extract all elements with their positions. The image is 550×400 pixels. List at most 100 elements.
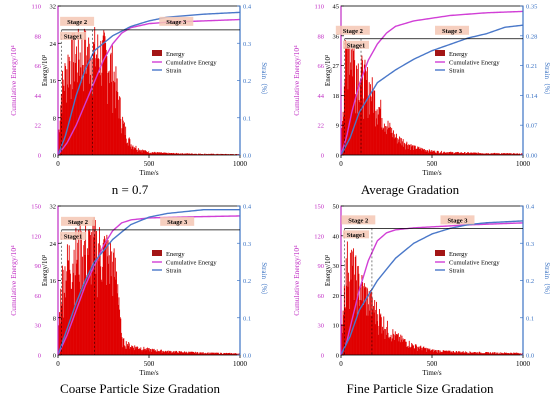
cumulative-tick-label: 66 — [35, 63, 42, 70]
stage3-box — [435, 25, 470, 35]
cumulative-energy-line — [340, 222, 524, 356]
stage1-box — [60, 231, 86, 240]
chart-panel-4: 0 500 1000Time/s0102030405003060901201500.… — [292, 204, 550, 378]
strain-tick-label: 0.0 — [243, 353, 251, 360]
energy-tick-label: 0 — [53, 153, 56, 160]
cumulative-energy-line — [340, 10, 524, 156]
x-axis-label: Time/s — [422, 369, 441, 377]
strain-tick-label: 0.0 — [243, 153, 251, 160]
energy-bars — [340, 40, 524, 155]
cumulative-axis-label: Cumulative Energy/10⁴ — [9, 45, 18, 116]
strain-tick-label: 0.07 — [526, 123, 538, 130]
cumulative-tick-label: 150 — [314, 204, 324, 211]
energy-tick-label: 0 — [336, 353, 339, 360]
legend-cumulative-label: Cumulative Energy — [449, 260, 500, 267]
energy-bars — [57, 27, 241, 155]
caption-fine-gradation: Fine Particle Size Gradation — [346, 381, 494, 396]
strain-line — [340, 220, 524, 356]
cumulative-tick-label: 90 — [318, 263, 325, 270]
legend-cumulative-label: Cumulative Energy — [166, 60, 217, 67]
stage3-label: Stage 3 — [447, 217, 468, 224]
x-tick-label: 1000 — [516, 360, 531, 368]
strain-line — [57, 11, 241, 156]
cumulative-tick-label: 110 — [31, 4, 41, 11]
strain-tick-label: 0.1 — [243, 315, 251, 322]
energy-tick-label: 9 — [336, 123, 339, 130]
energy-tick-label: 50 — [333, 204, 340, 211]
legend-energy-label: Energy — [449, 251, 468, 258]
legend-strain-label: Strain — [166, 268, 182, 275]
strain-tick-label: 0.28 — [526, 33, 537, 40]
x-tick-label: 1000 — [233, 360, 248, 368]
energy-tick-label: 0 — [336, 153, 339, 160]
cumulative-tick-label: 66 — [318, 63, 325, 70]
strain-tick-label: 0.4 — [526, 204, 535, 211]
cumulative-tick-label: 60 — [318, 293, 325, 300]
energy-axis-label: Energy/10³ — [324, 255, 332, 286]
cumulative-tick-label: 22 — [35, 123, 42, 130]
strain-tick-label: 0.3 — [243, 241, 251, 248]
cumulative-tick-label: 0 — [321, 353, 324, 360]
cumulative-tick-label: 150 — [31, 204, 41, 211]
stage1-label: Stage1 — [64, 33, 82, 40]
energy-tick-label: 24 — [50, 41, 57, 48]
caption-coarse-gradation: Coarse Particle Size Gradation — [60, 381, 220, 396]
stage3-box — [159, 16, 194, 26]
caption-n-07: n = 0.7 — [111, 182, 149, 197]
cumulative-tick-label: 0 — [321, 153, 324, 160]
chart-panel-1: 0 500 1000 Time/s 0 8 16 24 32 0 22 44 66 88 110 0.0 0.1… — [9, 4, 268, 178]
energy-tick-label: 20 — [333, 293, 340, 300]
stage2-label: Stage 2 — [67, 19, 87, 26]
stage2-label: Stage 2 — [343, 28, 363, 35]
stage2-label: Stage 2 — [68, 219, 88, 226]
energy-tick-label: 8 — [53, 315, 56, 322]
cumulative-tick-label: 30 — [318, 323, 325, 330]
legend-cumulative-label: Cumulative Energy — [166, 260, 217, 267]
energy-tick-label: 45 — [333, 4, 340, 11]
strain-line — [57, 209, 240, 356]
legend-cumulative-label: Cumulative Energy — [449, 60, 500, 67]
stage3-label: Stage 3 — [166, 19, 187, 26]
stage2-box — [60, 16, 95, 26]
x-axis-label: Time/s — [139, 369, 158, 377]
cumulative-energy-line — [57, 18, 241, 156]
x-tick-label: 500 — [144, 160, 155, 168]
energy-axis-label: Energy/10³ — [324, 55, 332, 86]
stage2-box — [61, 216, 96, 226]
strain-tick-label: 0.35 — [526, 4, 537, 11]
cumulative-tick-label: 22 — [318, 123, 325, 130]
stage3-label: Stage 3 — [167, 219, 188, 226]
x-axis-label: Time/s — [139, 169, 158, 177]
cumulative-tick-label: 90 — [35, 263, 42, 270]
legend-energy-label: Energy — [166, 51, 185, 58]
stage1-box — [60, 31, 86, 40]
energy-bars — [340, 241, 524, 355]
strain-axis-label: Strain（%） — [260, 62, 268, 99]
energy-tick-label: 27 — [333, 63, 340, 70]
energy-tick-label: 0 — [53, 353, 56, 360]
legend-strain-label: Strain — [166, 68, 182, 75]
cumulative-axis-label: Cumulative Energy/10⁴ — [9, 245, 18, 316]
energy-tick-label: 30 — [333, 263, 340, 270]
legend-strain-label: Strain — [449, 268, 465, 275]
stage1-label: Stage1 — [64, 233, 82, 240]
stage1-box — [343, 230, 369, 239]
x-tick-label: 500 — [144, 360, 155, 368]
stage1-box — [343, 40, 369, 49]
cumulative-tick-label: 88 — [318, 33, 325, 40]
x-tick-label: 1000 — [516, 160, 531, 168]
x-tick-label: 500 — [427, 160, 438, 168]
strain-tick-label: 0.14 — [526, 93, 538, 100]
cumulative-tick-label: 0 — [38, 353, 41, 360]
energy-tick-label: 24 — [50, 241, 57, 248]
energy-axis-label: Energy/10³ — [41, 255, 49, 286]
x-tick-label: 1000 — [233, 160, 248, 168]
strain-tick-label: 0.2 — [243, 278, 251, 285]
strain-tick-label: 0.4 — [243, 204, 252, 211]
cumulative-tick-label: 120 — [314, 233, 324, 240]
